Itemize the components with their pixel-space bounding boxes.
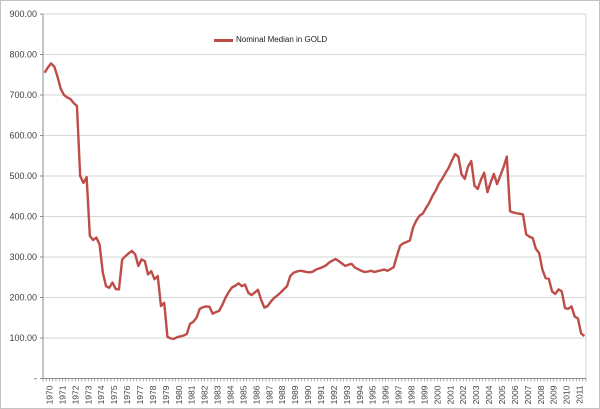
- x-axis-label: 1978: [148, 385, 158, 404]
- legend: Nominal Median in GOLD: [214, 35, 327, 45]
- x-axis-label: 1987: [264, 385, 274, 404]
- x-axis-label: 1998: [406, 385, 416, 404]
- x-axis-label: 2003: [471, 385, 481, 404]
- y-axis-label: 300.00: [9, 252, 37, 262]
- x-axis-label: 1979: [161, 385, 171, 404]
- x-axis-label: 1973: [83, 385, 93, 404]
- x-axis-label: 1989: [290, 385, 300, 404]
- x-axis-label: 2006: [510, 385, 520, 404]
- x-axis-label: 1991: [316, 385, 326, 404]
- data-series-line: [43, 62, 586, 341]
- x-axis-label: 2011: [575, 385, 585, 404]
- x-axis-label: 2007: [523, 385, 533, 404]
- x-axis-label: 1982: [200, 385, 210, 404]
- x-axis-label: 2004: [484, 385, 494, 404]
- y-axis-label: 900.00: [9, 9, 37, 19]
- x-axis-label: 2008: [536, 385, 546, 404]
- y-axis-label: 100.00: [9, 333, 37, 343]
- x-axis-label: 1996: [381, 385, 391, 404]
- x-axis-label: 2005: [497, 385, 507, 404]
- x-axis-label: 2000: [432, 385, 442, 404]
- x-axis-label: 1985: [238, 385, 248, 404]
- x-axis-label: 2009: [549, 385, 559, 404]
- x-axis-label: 1999: [419, 385, 429, 404]
- y-axis-label: 600.00: [9, 131, 37, 141]
- x-axis-label: 1988: [277, 385, 287, 404]
- x-axis-label: 1981: [187, 385, 197, 404]
- x-axis-label: 1995: [368, 385, 378, 404]
- x-axis-label: 2010: [562, 385, 572, 404]
- x-axis-label: 1983: [213, 385, 223, 404]
- x-axis-label: 1984: [225, 385, 235, 404]
- x-axis-label: 1970: [44, 385, 54, 404]
- legend-label: Nominal Median in GOLD: [236, 35, 328, 44]
- y-axis-label: 500.00: [9, 171, 37, 181]
- x-axis-label: 1976: [122, 385, 132, 404]
- legend-line-marker: [214, 38, 233, 42]
- y-axis-label: 800.00: [9, 50, 37, 60]
- x-axis-label: 1997: [394, 385, 404, 404]
- x-axis-label: 1980: [174, 385, 184, 404]
- x-axis-label: 1974: [96, 385, 106, 404]
- y-axis-label: -: [34, 374, 37, 384]
- x-axis-label: 1990: [303, 385, 313, 404]
- x-axis-label: 2002: [458, 385, 468, 404]
- y-axis-label: 400.00: [9, 212, 37, 222]
- x-axis-label: 1993: [342, 385, 352, 404]
- x-axis-label: 2001: [445, 385, 455, 404]
- x-axis-label: 1994: [355, 385, 365, 404]
- x-axis-label: 1977: [135, 385, 145, 404]
- x-axis-label: 1975: [109, 385, 119, 404]
- y-axis-label: 200.00: [9, 293, 37, 303]
- y-axis-label: 700.00: [9, 90, 37, 100]
- x-axis-label: 1986: [251, 385, 261, 404]
- x-axis-label: 1971: [57, 385, 67, 404]
- x-axis-label: 1992: [329, 385, 339, 404]
- x-axis-label: 1972: [70, 385, 80, 404]
